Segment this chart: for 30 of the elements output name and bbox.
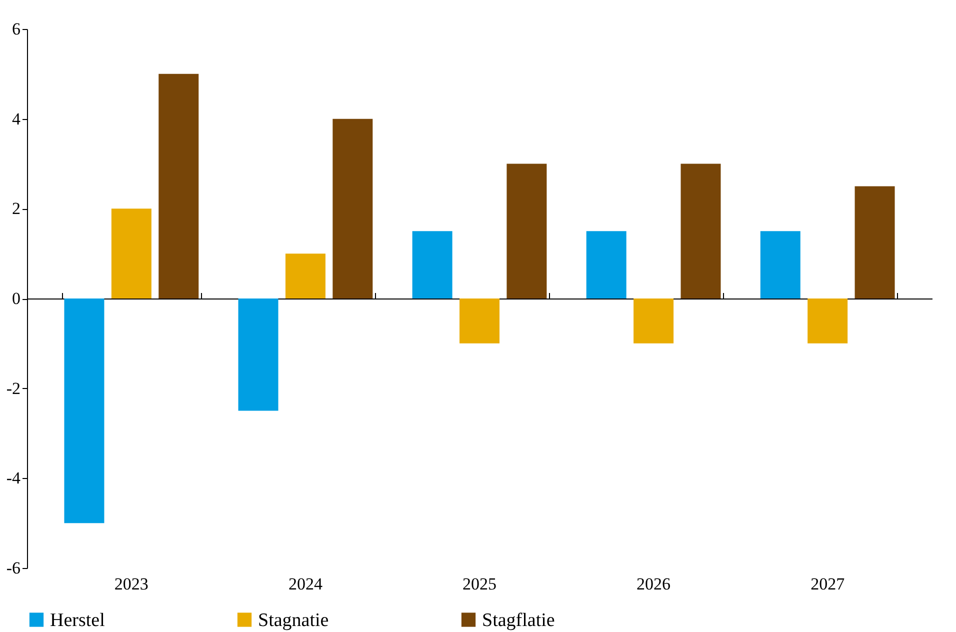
legend-label: Stagflatie — [482, 610, 555, 631]
bar — [586, 231, 626, 298]
bar — [460, 298, 500, 344]
legend-label: Stagnatie — [258, 610, 329, 631]
legend-label: Herstel — [50, 610, 105, 631]
y-tick-label: -2 — [6, 378, 20, 398]
bar — [158, 74, 199, 298]
bar — [64, 298, 104, 524]
bar — [680, 164, 721, 298]
bar — [634, 298, 674, 344]
bar — [285, 254, 326, 298]
x-tick-label: 2023 — [114, 574, 148, 594]
x-tick-label: 2026 — [636, 574, 671, 594]
x-tick-label: 2024 — [288, 574, 323, 594]
y-tick-label: -6 — [6, 558, 20, 578]
x-tick-label: 2027 — [810, 574, 846, 594]
y-tick-label: 6 — [12, 20, 20, 38]
bar — [412, 231, 452, 298]
y-tick-label: 0 — [12, 289, 20, 308]
bar — [332, 118, 373, 298]
bar — [111, 208, 152, 298]
bar — [506, 164, 547, 298]
bar — [854, 186, 895, 298]
bar — [760, 231, 800, 298]
y-tick-label: -4 — [6, 468, 21, 488]
y-tick-label: 2 — [12, 199, 20, 218]
bar — [808, 298, 848, 344]
y-tick-label: 4 — [12, 109, 21, 128]
x-tick-label: 2025 — [462, 574, 496, 594]
bar — [238, 298, 278, 411]
